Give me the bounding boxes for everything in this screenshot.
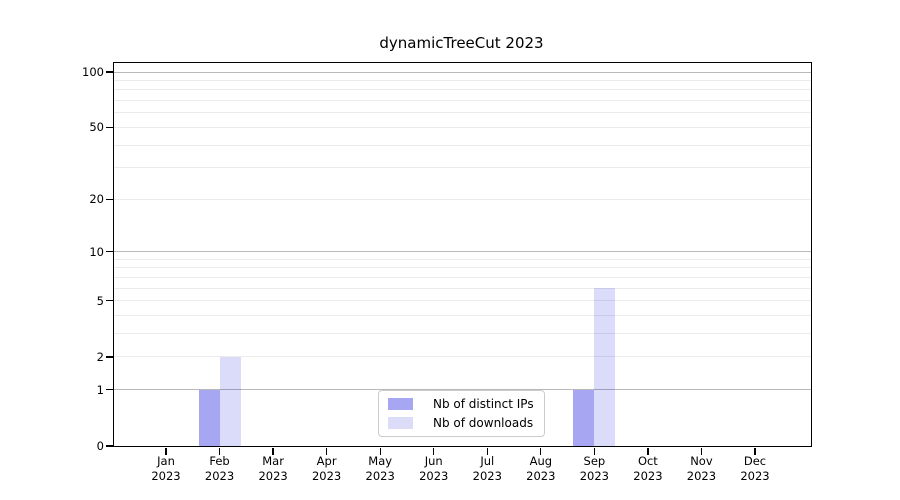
bar-distinct-ips <box>573 389 595 446</box>
x-tick-label: Nov 2023 <box>671 454 731 484</box>
x-tick-label: Apr 2023 <box>297 454 357 484</box>
gridline-minor <box>114 89 811 91</box>
legend-swatch-downloads <box>388 417 413 429</box>
gridline-minor <box>114 144 811 146</box>
gridline-major <box>114 71 811 73</box>
y-tick-label: 50 <box>89 120 104 135</box>
x-tick-mark <box>593 447 595 455</box>
x-tick-month: Jul <box>480 454 495 468</box>
bar-distinct-ips <box>198 389 220 446</box>
y-tick-mark <box>106 126 114 129</box>
y-tick-mark <box>106 300 114 302</box>
y-tick-label: 10 <box>89 244 104 259</box>
x-tick-year: 2023 <box>526 469 556 483</box>
x-tick-label: Sep 2023 <box>564 454 624 484</box>
x-tick-month: Sep <box>583 454 606 468</box>
x-tick-month: Jan <box>157 454 175 468</box>
y-tick-label: 5 <box>96 293 104 308</box>
x-tick-month: Dec <box>743 454 767 468</box>
x-tick-year: 2023 <box>472 469 502 483</box>
legend-item: Nb of distinct IPs <box>388 397 535 411</box>
gridline-minor <box>114 126 811 128</box>
x-tick-month: Aug <box>529 454 553 468</box>
x-tick-mark <box>700 447 703 455</box>
gridline-minor <box>114 80 811 82</box>
y-tick-mark <box>106 198 114 200</box>
y-tick-label: 0 <box>96 439 104 453</box>
y-tick-mark <box>106 389 114 391</box>
gridline-minor <box>114 258 811 260</box>
x-tick-year: 2023 <box>258 469 288 483</box>
gridline-minor <box>114 112 811 114</box>
x-tick-month: Apr <box>316 454 337 468</box>
x-tick-mark <box>754 447 756 455</box>
gridline-major <box>114 251 811 253</box>
gridline-minor <box>114 315 811 317</box>
y-tick-label: 1 <box>96 382 104 397</box>
gridline-minor <box>114 277 811 279</box>
legend-item: Nb of downloads <box>388 416 535 430</box>
gridline-minor <box>114 100 811 102</box>
chart-title: dynamicTreeCut 2023 <box>379 34 544 52</box>
bar-downloads <box>219 357 241 446</box>
y-tick-label: 100 <box>82 65 104 80</box>
x-tick-label: Jun 2023 <box>404 454 464 484</box>
gridline-minor <box>114 287 811 289</box>
x-tick-year: 2023 <box>419 469 449 483</box>
x-tick-mark <box>379 447 381 455</box>
x-tick-mark <box>165 447 167 455</box>
x-tick-label: Dec 2023 <box>725 454 785 484</box>
plot-area: 0 1 2 5 10 20 50 100 Jan 2023 Feb 2023 Mar 2023 Apr 202… <box>82 62 812 483</box>
x-tick-year: 2023 <box>686 469 717 483</box>
y-tick-label: 20 <box>89 192 104 207</box>
bar-downloads <box>594 288 616 446</box>
legend-label: Nb of distinct IPs <box>433 397 534 411</box>
x-tick-label: Mar 2023 <box>243 454 303 484</box>
gridline-minor <box>114 167 811 169</box>
x-tick-label: Jan 2023 <box>136 454 196 484</box>
x-tick-year: 2023 <box>740 469 770 483</box>
gridline-major <box>114 389 811 391</box>
x-tick-month: Feb <box>209 454 230 468</box>
x-tick-label: Oct 2023 <box>618 454 678 484</box>
x-tick-year: 2023 <box>365 469 395 483</box>
x-tick-year: 2023 <box>311 469 342 483</box>
x-tick-label: Aug 2023 <box>511 454 571 484</box>
x-tick-mark <box>218 447 221 455</box>
gridline-minor <box>114 198 811 200</box>
x-tick-month: Mar <box>262 454 284 468</box>
y-tick-mark <box>106 251 114 253</box>
legend-label: Nb of downloads <box>433 416 534 430</box>
x-tick-mark <box>433 447 435 455</box>
x-tick-label: May 2023 <box>350 454 410 484</box>
x-tick-month: May <box>368 454 393 468</box>
x-tick-month: Jun <box>424 454 443 468</box>
gridline-minor <box>114 300 811 302</box>
legend: Nb of distinct IPs Nb of downloads <box>378 390 545 437</box>
y-tick-mark <box>106 445 114 447</box>
x-tick-label: Jul 2023 <box>457 454 517 484</box>
gridline-minor <box>114 267 811 269</box>
x-tick-year: 2023 <box>579 469 609 483</box>
x-tick-mark <box>540 447 542 455</box>
x-tick-label: Feb 2023 <box>190 454 250 484</box>
x-tick-mark <box>486 447 488 455</box>
x-tick-mark <box>325 447 328 455</box>
x-tick-year: 2023 <box>633 469 663 483</box>
y-tick-label: 2 <box>96 349 104 364</box>
x-tick-mark <box>272 447 274 455</box>
x-tick-year: 2023 <box>204 469 235 483</box>
gridline-minor <box>114 356 811 358</box>
x-tick-month: Nov <box>690 454 713 468</box>
legend-swatch-distinct-ips <box>388 398 413 410</box>
y-tick-mark <box>106 356 114 358</box>
y-tick-mark <box>106 71 114 73</box>
x-tick-year: 2023 <box>151 469 181 483</box>
x-tick-mark <box>647 447 649 455</box>
x-tick-month: Oct <box>637 454 658 468</box>
gridline-minor <box>114 333 811 335</box>
